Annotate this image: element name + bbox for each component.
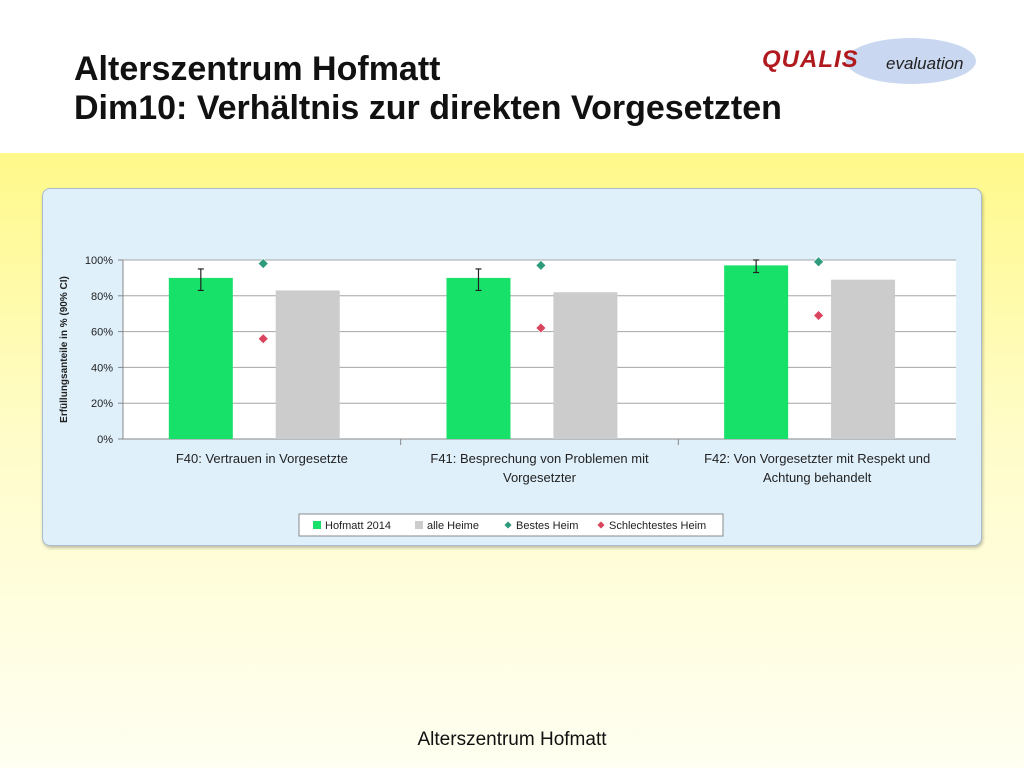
x-category-label: F41: Besprechung von Problemen mit <box>430 451 649 466</box>
x-category-label: Vorgesetzter <box>503 470 577 485</box>
bar-chart: 0% 20% 40% 60% 80% 100% Erfüllungsanteile in %… <box>59 255 956 537</box>
bar-alle-heime <box>831 279 896 439</box>
marker-schlechtestes-heim <box>535 322 547 334</box>
bar-alle-heime <box>275 290 340 439</box>
y-tick-label: 20% <box>91 398 113 410</box>
legend-item-alle-heime-swatch <box>415 521 423 529</box>
y-tick-label: 40% <box>91 362 113 374</box>
legend-item-schlechtestes-heim-swatch <box>596 520 606 530</box>
logo-subtitle: evaluation <box>886 54 964 73</box>
bar-hofmatt <box>168 277 233 439</box>
slide-footer: Alterszentrum Hofmatt <box>417 729 607 750</box>
x-category-label: F42: Von Vorgesetzter mit Respekt und <box>704 451 930 466</box>
legend-item-schlechtestes-heim-label: Schlechtestes Heim <box>609 520 706 532</box>
x-category-label: Achtung behandelt <box>763 470 872 485</box>
marker-schlechtestes-heim <box>257 333 269 345</box>
legend-item-bestes-heim-swatch <box>503 520 513 530</box>
marker-schlechtestes-heim <box>813 310 824 321</box>
y-tick-label: 80% <box>91 291 113 303</box>
slide-title: Alterszentrum Hofmatt <box>74 50 441 88</box>
y-tick-label: 100% <box>85 255 113 267</box>
legend-item-bestes-heim-label: Bestes Heim <box>516 520 578 532</box>
logo-ellipse <box>846 38 976 84</box>
y-tick-label: 0% <box>97 434 113 446</box>
plot-area <box>123 260 956 439</box>
logo-brand: QUALIS <box>762 46 859 73</box>
chart-panel: 0% 20% 40% 60% 80% 100% Erfüllungsanteile in %… <box>42 188 982 546</box>
marker-bestes-heim <box>535 259 547 271</box>
marker-bestes-heim <box>813 256 824 268</box>
legend-item-hofmatt-swatch <box>313 521 321 529</box>
slide-header: Alterszentrum Hofmatt Dim10: Verhältnis … <box>0 0 1024 153</box>
marker-bestes-heim <box>257 258 269 270</box>
x-category-label: F40: Vertrauen in Vorgesetzte <box>176 451 348 466</box>
y-tick-label: 60% <box>91 327 113 339</box>
y-axis-label: Erfüllungsanteile in % (90% CI) <box>59 276 70 423</box>
bar-alle-heime <box>553 292 618 439</box>
slide-subtitle: Dim10: Verhältnis zur direkten Vorgesetz… <box>74 89 782 127</box>
qualis-logo: QUALIS evaluation <box>758 38 988 84</box>
bar-hofmatt <box>446 277 511 439</box>
legend-item-alle-heime-label: alle Heime <box>427 520 479 532</box>
legend-item-hofmatt-label: Hofmatt 2014 <box>325 520 391 532</box>
bar-hofmatt <box>724 265 789 439</box>
